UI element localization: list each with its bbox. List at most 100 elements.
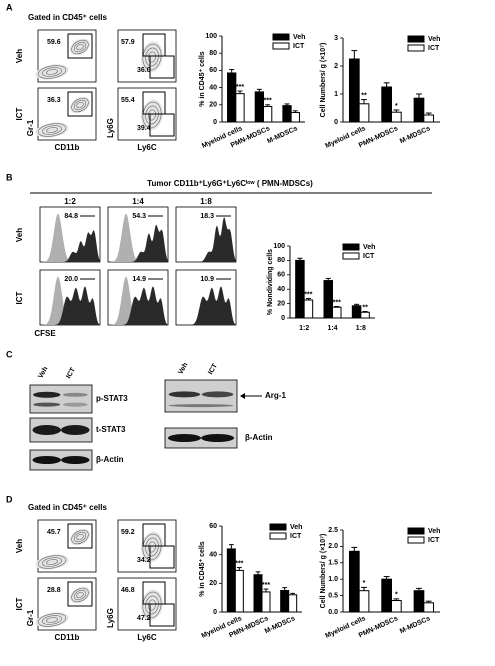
bar — [280, 590, 290, 613]
y-tick-label: 40 — [209, 552, 217, 559]
y-tick-label: 100 — [205, 33, 217, 40]
blot-band — [168, 391, 201, 398]
y-tick-label: 100 — [273, 243, 285, 250]
y-tick-label: 20 — [277, 300, 285, 307]
contour-line — [46, 127, 58, 133]
contour-line — [37, 555, 67, 569]
blot-band — [201, 434, 235, 442]
panel-label: D — [6, 494, 13, 504]
y-tick-label: 1 — [334, 91, 338, 98]
hist-sample — [40, 230, 100, 262]
axis-label: CFSE — [34, 329, 56, 338]
y-tick-label: 60 — [209, 67, 217, 74]
contour-line — [46, 69, 58, 75]
bar — [423, 114, 435, 123]
legend-label: Veh — [428, 528, 440, 535]
contour-line — [46, 559, 58, 565]
bar — [358, 103, 370, 123]
contour-line — [42, 125, 62, 135]
blot-band — [61, 425, 90, 435]
gate-value: 18.3 — [200, 213, 214, 220]
blot-band — [62, 392, 88, 397]
ratio-label: 1:2 — [64, 197, 76, 206]
contour-line — [37, 123, 67, 137]
contour-line — [76, 43, 84, 51]
contour-fill — [141, 531, 163, 563]
gate-value: 54.3 — [132, 213, 146, 220]
y-tick-label: 20 — [209, 580, 217, 587]
gate — [67, 581, 93, 607]
bar — [413, 97, 425, 123]
y-tick-label: 1.0 — [328, 576, 338, 583]
gate-value: 34.2 — [137, 557, 151, 564]
contour-line — [71, 39, 89, 55]
bar — [391, 600, 402, 613]
axis-label: Ly6C — [137, 143, 156, 152]
axis-label: Ly6C — [137, 633, 156, 642]
x-tick-label: 1:4 — [327, 325, 337, 332]
contour-line — [42, 615, 62, 625]
hist-control — [108, 276, 168, 325]
axis-label: Ly6G — [106, 118, 115, 138]
blot-band — [61, 456, 90, 464]
bar — [235, 93, 245, 123]
ratio-label: 1:8 — [200, 197, 212, 206]
significance: *** — [236, 84, 244, 91]
y-tick-label: 80 — [277, 257, 285, 264]
contour-line — [42, 67, 62, 77]
contour-line — [73, 589, 87, 601]
significance: *** — [304, 291, 312, 298]
contour-line — [76, 591, 84, 599]
ratio-label: 1:4 — [132, 197, 144, 206]
contour-line — [37, 65, 67, 79]
hist-control — [108, 213, 168, 262]
gate-value: 59.6 — [47, 39, 61, 46]
y-tick-label: 3 — [334, 35, 338, 42]
bar — [288, 594, 298, 613]
contour-line — [73, 531, 87, 543]
contour-line — [71, 529, 89, 545]
contour-line — [71, 97, 89, 113]
significance: ** — [361, 92, 367, 99]
panel-label: A — [6, 2, 13, 12]
y-tick-label: 80 — [209, 50, 217, 57]
arrow-head — [240, 393, 245, 399]
legend-label: ICT — [293, 43, 305, 50]
gate-value: 46.8 — [121, 587, 135, 594]
gate-value: 10.9 — [200, 276, 214, 283]
band-label: p-STAT3 — [96, 394, 128, 403]
contour-line — [73, 99, 87, 111]
blot-band — [32, 425, 62, 435]
bar — [323, 280, 333, 319]
blot-band — [201, 391, 234, 398]
significance: *** — [333, 299, 341, 306]
significance: *** — [264, 98, 272, 105]
bar — [348, 550, 360, 613]
contour-line — [71, 587, 89, 603]
bar — [413, 590, 425, 613]
y-axis-label: Cell Numbers/ g (×10⁷) — [320, 534, 327, 609]
y-tick-label: 1.5 — [328, 560, 338, 567]
bar — [227, 72, 237, 123]
hist-sample — [40, 286, 100, 325]
y-tick-label: 0.5 — [328, 592, 338, 599]
hist-control — [40, 213, 100, 262]
y-axis-label: % in CD45⁺ cells — [199, 541, 206, 597]
gate — [149, 603, 175, 627]
bar — [261, 591, 271, 613]
bar — [295, 259, 305, 319]
y-tick-label: 2 — [334, 63, 338, 70]
gate-value: 59.2 — [121, 529, 135, 536]
hist-control — [40, 276, 100, 325]
gate-value: 28.8 — [47, 587, 61, 594]
legend-swatch — [407, 527, 425, 535]
legend-swatch — [272, 42, 290, 50]
bar — [351, 305, 362, 319]
bar — [423, 602, 435, 613]
y-tick-label: 60 — [209, 523, 217, 530]
significance: *** — [262, 582, 270, 589]
axis-label: CD11b — [55, 143, 80, 152]
legend-label: ICT — [290, 533, 302, 540]
significance: * — [395, 103, 398, 110]
bar — [263, 106, 273, 123]
